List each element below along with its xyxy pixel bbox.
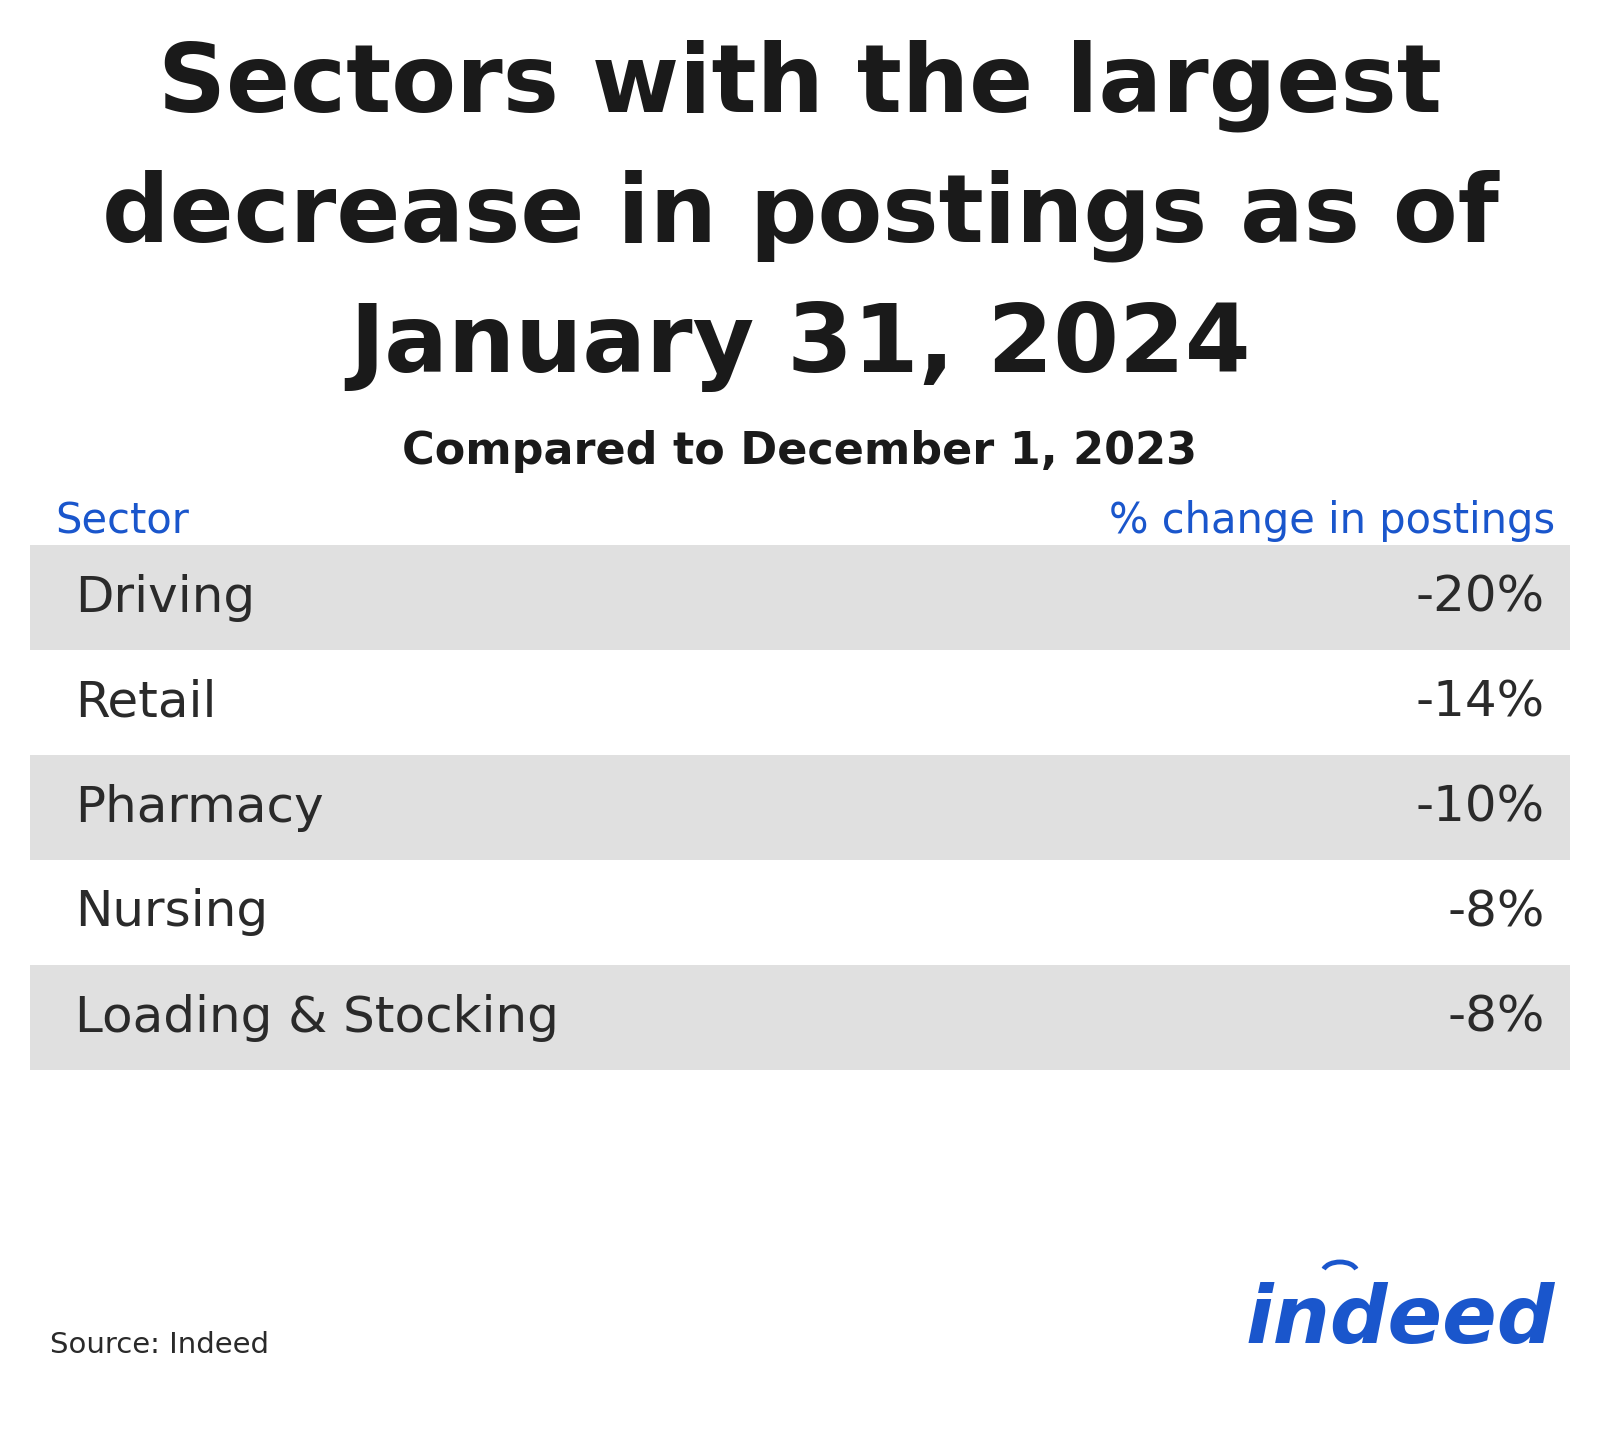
Text: Pharmacy: Pharmacy — [75, 783, 323, 831]
Text: decrease in postings as of: decrease in postings as of — [102, 170, 1498, 262]
Text: January 31, 2024: January 31, 2024 — [349, 300, 1251, 392]
Bar — [30, 649, 1570, 755]
Text: Sectors with the largest: Sectors with the largest — [158, 40, 1442, 132]
Text: -14%: -14% — [1416, 678, 1546, 727]
Text: Source: Indeed: Source: Indeed — [50, 1331, 269, 1359]
Text: Compared to December 1, 2023: Compared to December 1, 2023 — [403, 431, 1197, 472]
Text: -8%: -8% — [1448, 888, 1546, 936]
Text: -8%: -8% — [1448, 994, 1546, 1041]
Text: Retail: Retail — [75, 678, 216, 727]
Text: -10%: -10% — [1416, 783, 1546, 831]
Text: -20%: -20% — [1416, 573, 1546, 622]
Text: Sector: Sector — [54, 500, 189, 541]
Bar — [30, 860, 1570, 965]
Text: % change in postings: % change in postings — [1109, 500, 1555, 541]
Text: Loading & Stocking: Loading & Stocking — [75, 994, 558, 1041]
Bar — [30, 965, 1570, 1070]
Text: Driving: Driving — [75, 573, 254, 622]
Text: indeed: indeed — [1246, 1282, 1555, 1359]
Bar — [30, 755, 1570, 860]
Bar — [30, 544, 1570, 649]
Text: Nursing: Nursing — [75, 888, 269, 936]
